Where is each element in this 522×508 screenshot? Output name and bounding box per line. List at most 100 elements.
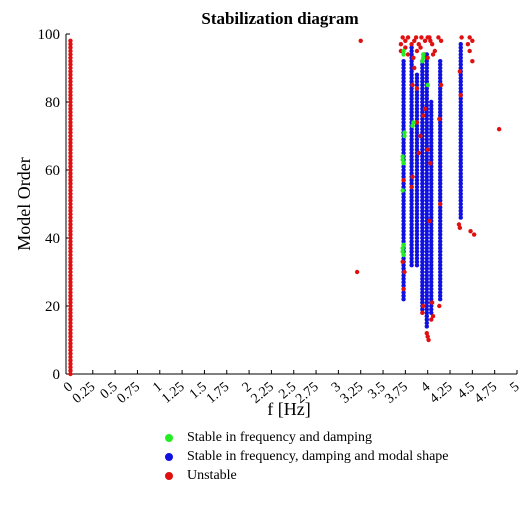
point-unstable <box>68 368 73 373</box>
point-stable-freq-damping-shape <box>429 212 434 217</box>
point-stable-freq-damping-shape <box>414 242 420 247</box>
point-stable-freq-damping <box>401 242 406 247</box>
point-stable-freq-damping-shape <box>401 293 406 298</box>
point-unstable <box>425 35 430 40</box>
point-unstable <box>414 86 420 91</box>
point-unstable <box>467 48 472 54</box>
point-stable-freq-damping-shape <box>429 150 434 156</box>
point-stable-freq-damping-shape <box>437 79 443 84</box>
point-stable-freq-damping-shape <box>458 147 463 152</box>
point-unstable <box>438 38 444 43</box>
point-stable-freq-damping-shape <box>414 82 420 88</box>
point-stable-freq-damping-shape <box>437 110 443 115</box>
point-stable-freq-damping-shape <box>409 218 414 224</box>
legend-label: Stable in frequency and damping <box>187 429 373 445</box>
point-stable-freq-damping-shape <box>409 103 414 108</box>
point-stable-freq-damping-shape <box>409 106 414 112</box>
point-stable-freq-damping <box>400 154 405 159</box>
point-stable-freq-damping-shape <box>458 120 463 125</box>
point-unstable <box>68 99 73 105</box>
point-stable-freq-damping-shape <box>409 171 414 176</box>
point-stable-freq-damping-shape <box>429 195 434 200</box>
point-stable-freq-damping-shape <box>409 215 414 220</box>
point-stable-freq-damping-shape <box>401 110 406 115</box>
point-stable-freq-damping-shape <box>424 144 429 149</box>
point-stable-freq-damping-shape <box>401 113 406 118</box>
point-unstable <box>426 337 431 343</box>
point-stable-freq-damping-shape <box>437 130 443 135</box>
point-stable-freq-damping-shape <box>420 86 425 91</box>
point-stable-freq-damping-shape <box>429 133 434 139</box>
point-unstable <box>436 35 441 40</box>
point-stable-freq-damping-shape <box>429 123 434 128</box>
point-stable-freq-damping-shape <box>437 205 443 210</box>
point-stable-freq-damping-shape <box>414 161 420 166</box>
point-stable-freq-damping-shape <box>409 232 414 237</box>
point-stable-freq-damping-shape <box>429 171 434 176</box>
point-stable-freq-damping-shape <box>429 110 434 115</box>
point-stable-freq-damping-shape <box>420 239 425 244</box>
point-unstable <box>68 184 73 190</box>
point-stable-freq-damping-shape <box>401 69 406 74</box>
point-stable-freq-damping-shape <box>401 215 406 220</box>
point-stable-freq-damping-shape <box>458 133 463 139</box>
point-stable-freq-damping-shape <box>401 283 406 288</box>
point-stable-freq-damping-shape <box>458 113 463 118</box>
point-stable-freq-damping-shape <box>401 86 406 91</box>
point-stable-freq-damping-shape <box>409 89 414 95</box>
point-stable-freq-damping-shape <box>409 154 414 159</box>
point-stable-freq-damping-shape <box>414 225 420 230</box>
point-unstable <box>68 239 73 244</box>
point-unstable <box>68 310 73 315</box>
point-stable-freq-damping-shape <box>458 205 463 210</box>
point-stable-freq-damping-shape <box>420 242 425 247</box>
point-stable-freq-damping-shape <box>424 174 429 179</box>
point-stable-freq-damping-shape <box>414 130 420 135</box>
point-stable-freq-damping-shape <box>424 110 429 115</box>
point-stable-freq-damping-shape <box>420 286 425 292</box>
point-unstable <box>68 55 73 60</box>
legend-item-unstable: Unstable <box>163 466 449 485</box>
point-stable-freq-damping-shape <box>424 65 429 71</box>
point-stable-freq-damping-shape <box>458 157 463 162</box>
point-stable-freq-damping-shape <box>437 113 443 118</box>
point-unstable <box>418 133 423 139</box>
point-stable-freq-damping-shape <box>409 249 414 254</box>
point-unstable <box>68 164 73 169</box>
point-stable-freq-damping-shape <box>409 99 414 105</box>
point-stable-freq-damping-shape <box>401 229 406 234</box>
point-stable-freq-damping-shape <box>429 127 434 132</box>
point-stable-freq-damping-shape <box>414 113 420 118</box>
point-unstable <box>68 344 73 349</box>
point-stable-freq-damping-shape <box>437 269 443 275</box>
point-unstable <box>465 42 471 47</box>
point-stable-freq-damping-shape <box>420 181 425 186</box>
point-stable-freq-damping <box>425 82 430 88</box>
point-unstable <box>459 35 464 40</box>
point-stable-freq-damping-shape <box>437 242 443 247</box>
point-stable-freq-damping-shape <box>414 110 420 115</box>
point-stable-freq-damping-shape <box>420 307 425 312</box>
point-stable-freq-damping-shape <box>401 276 406 281</box>
point-stable-freq-damping-shape <box>424 273 429 278</box>
point-stable-freq-damping-shape <box>458 89 463 95</box>
point-stable-freq-damping-shape <box>424 99 429 105</box>
point-stable-freq-damping-shape <box>414 178 420 183</box>
point-stable-freq-damping-shape <box>420 116 425 122</box>
y-tick-label: 40 <box>45 231 60 247</box>
point-stable-freq-damping-shape <box>458 212 463 217</box>
point-stable-freq-damping-shape <box>401 79 406 84</box>
point-stable-freq-damping-shape <box>424 266 429 271</box>
point-unstable <box>413 35 419 40</box>
point-stable-freq-damping-shape <box>424 154 429 159</box>
point-stable-freq-damping-shape <box>458 96 463 101</box>
point-stable-freq-damping-shape <box>458 154 463 159</box>
point-stable-freq-damping-shape <box>424 201 429 207</box>
point-stable-freq-damping-shape <box>401 120 406 125</box>
point-stable-freq-damping-shape <box>429 106 434 112</box>
point-unstable <box>68 331 73 336</box>
point-unstable <box>68 371 73 377</box>
point-stable-freq-damping-shape <box>424 89 429 95</box>
point-stable-freq-damping-shape <box>424 188 429 193</box>
point-stable-freq-damping-shape <box>420 167 425 173</box>
